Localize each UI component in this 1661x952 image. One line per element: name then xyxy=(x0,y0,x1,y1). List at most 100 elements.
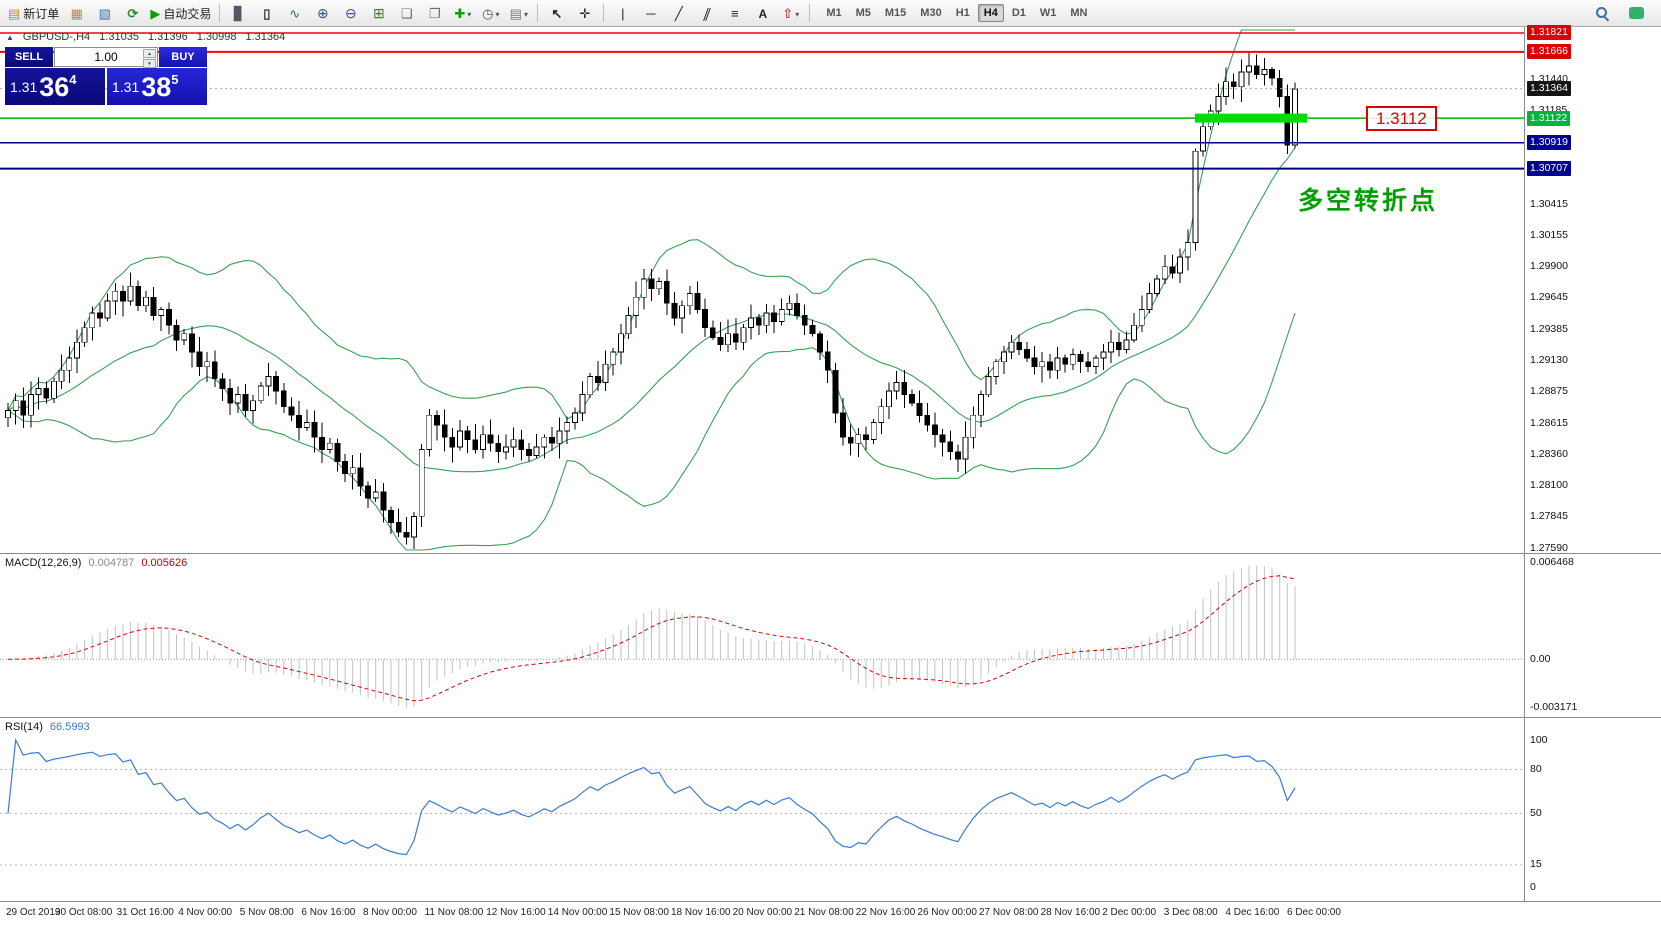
price-scale-label: 1.28615 xyxy=(1530,417,1568,429)
new-order-button[interactable]: 新订单 xyxy=(5,2,62,25)
toolbar-separator xyxy=(537,4,539,22)
chart-window: GBPUSD-,H4 1.31035 1.31396 1.30998 1.313… xyxy=(0,25,1661,952)
time-axis-label: 18 Nov 16:00 xyxy=(671,907,731,918)
autotrading-play-icon xyxy=(150,7,160,20)
symbol-name: GBPUSD-,H4 xyxy=(22,31,91,43)
time-axis-label: 2 Dec 00:00 xyxy=(1102,907,1157,918)
fibonacci-button[interactable] xyxy=(721,2,748,25)
autotrading-button[interactable]: 自动交易 xyxy=(147,2,214,25)
chart-windows-icon xyxy=(71,7,83,20)
timeframe-button-m15[interactable]: M15 xyxy=(884,7,907,19)
price-scale-label: 100 xyxy=(1530,734,1548,746)
timeframe-button-m30[interactable]: M30 xyxy=(920,7,942,19)
rsi-label: RSI(14) 66.5993 xyxy=(5,721,90,733)
buy-price-base: 1.31 xyxy=(112,78,140,95)
horizontal-line-icon xyxy=(646,7,655,20)
buy-price-button[interactable]: 1.31 38 5 xyxy=(107,68,207,105)
sell-price-pip: 4 xyxy=(69,72,77,87)
channel-button[interactable] xyxy=(693,2,720,25)
macd-indicator-chart[interactable] xyxy=(0,554,1524,717)
candlestick-chart-button[interactable] xyxy=(253,2,280,25)
timeframe-button-m1[interactable]: M1 xyxy=(826,7,842,19)
price-scale-label: 50 xyxy=(1530,807,1542,819)
periods-button[interactable] xyxy=(477,2,504,25)
time-axis-separator xyxy=(0,901,1661,902)
sell-price-button[interactable]: 1.31 36 4 xyxy=(5,68,105,105)
candlestick-chart-icon xyxy=(263,7,270,20)
arrows-button[interactable] xyxy=(777,2,804,25)
symbol-header: GBPUSD-,H4 1.31035 1.31396 1.30998 1.313… xyxy=(6,31,285,43)
time-axis-label: 28 Nov 16:00 xyxy=(1040,907,1101,918)
time-axis-label: 6 Dec 00:00 xyxy=(1287,907,1341,918)
chart-windows-button[interactable] xyxy=(63,2,90,25)
line-chart-button[interactable] xyxy=(281,2,308,25)
ohlc-low: 1.30998 xyxy=(196,31,237,43)
line-chart-icon xyxy=(289,7,300,20)
price-scale-label: 0.006468 xyxy=(1530,556,1574,568)
timeframe-button-h4[interactable]: H4 xyxy=(977,4,1004,22)
one-click-collapse-icon[interactable] xyxy=(6,31,14,43)
vertical-line-button[interactable] xyxy=(609,2,636,25)
timeframe-button-h1[interactable]: H1 xyxy=(955,7,970,19)
zoom-in-button[interactable] xyxy=(309,2,336,25)
turning-point-annotation[interactable]: 多空转折点 xyxy=(1298,187,1439,215)
refresh-button[interactable] xyxy=(119,2,146,25)
price-scale-tag: 1.31666 xyxy=(1527,44,1571,59)
templates-button[interactable] xyxy=(505,2,532,25)
toolbar-separator xyxy=(219,4,221,22)
price-scale-tag: 1.30919 xyxy=(1527,135,1571,150)
price-level-label[interactable]: 1.3112 xyxy=(1366,106,1437,131)
cursor-button[interactable] xyxy=(543,2,570,25)
timeframe-button-m5[interactable]: M5 xyxy=(855,7,871,19)
trendline-button[interactable] xyxy=(665,2,692,25)
refresh-icon xyxy=(127,7,138,20)
rsi-indicator-chart[interactable] xyxy=(0,718,1524,901)
macd-value-1: 0.004787 xyxy=(88,557,135,569)
time-axis-label: 6 Nov 16:00 xyxy=(301,907,356,918)
rsi-value: 66.5993 xyxy=(49,721,90,733)
price-scale-tag: 1.31364 xyxy=(1527,81,1571,96)
buy-button[interactable]: BUY xyxy=(159,47,207,67)
panel-separator[interactable] xyxy=(0,717,1661,718)
price-scale-label: 1.28875 xyxy=(1530,385,1568,397)
horizontal-line-button[interactable] xyxy=(637,2,664,25)
channel-icon xyxy=(704,7,711,20)
auto-arrange-icon xyxy=(401,7,413,20)
crosshair-button[interactable] xyxy=(571,2,598,25)
volume-decrease-icon[interactable] xyxy=(143,59,156,68)
text-label-button[interactable] xyxy=(749,2,776,25)
macd-value-2: 0.005626 xyxy=(141,557,188,569)
time-axis-label: 20 Nov 00:00 xyxy=(732,907,793,918)
toolbar-separator xyxy=(809,4,811,22)
time-axis-label: 31 Oct 16:00 xyxy=(116,907,174,918)
volume-input[interactable]: 1.00 xyxy=(54,47,158,68)
cascade-windows-button[interactable] xyxy=(421,2,448,25)
new-order-icon xyxy=(8,7,20,20)
profiles-button[interactable] xyxy=(91,2,118,25)
chevron-down-icon xyxy=(465,6,471,20)
price-scale-label: 1.29645 xyxy=(1530,291,1568,303)
timeframe-button-w1[interactable]: W1 xyxy=(1039,7,1057,19)
tile-windows-button[interactable] xyxy=(365,2,392,25)
price-scale-label: 0.00 xyxy=(1530,653,1551,665)
price-scale-label: 1.30415 xyxy=(1530,198,1568,210)
trendline-icon xyxy=(675,7,683,20)
timeframe-button-mn[interactable]: MN xyxy=(1070,7,1088,19)
chat-button[interactable] xyxy=(1623,2,1650,25)
price-scale-tag: 1.31122 xyxy=(1527,111,1571,126)
volume-increase-icon[interactable] xyxy=(143,49,156,58)
search-button[interactable] xyxy=(1589,2,1616,25)
bar-chart-button[interactable] xyxy=(225,2,252,25)
zoom-out-button[interactable] xyxy=(337,2,364,25)
auto-arrange-button[interactable] xyxy=(393,2,420,25)
time-axis-label: 15 Nov 08:00 xyxy=(609,907,669,918)
main-price-chart[interactable] xyxy=(0,27,1524,553)
autotrading-label: 自动交易 xyxy=(163,6,212,21)
tile-windows-icon xyxy=(373,6,385,20)
sell-price-big: 36 xyxy=(39,71,70,102)
indicators-button[interactable] xyxy=(449,2,476,25)
macd-name: MACD(12,26,9) xyxy=(5,557,82,569)
sell-button[interactable]: SELL xyxy=(5,47,53,67)
timeframe-button-d1[interactable]: D1 xyxy=(1011,7,1026,19)
panel-separator[interactable] xyxy=(0,553,1661,554)
